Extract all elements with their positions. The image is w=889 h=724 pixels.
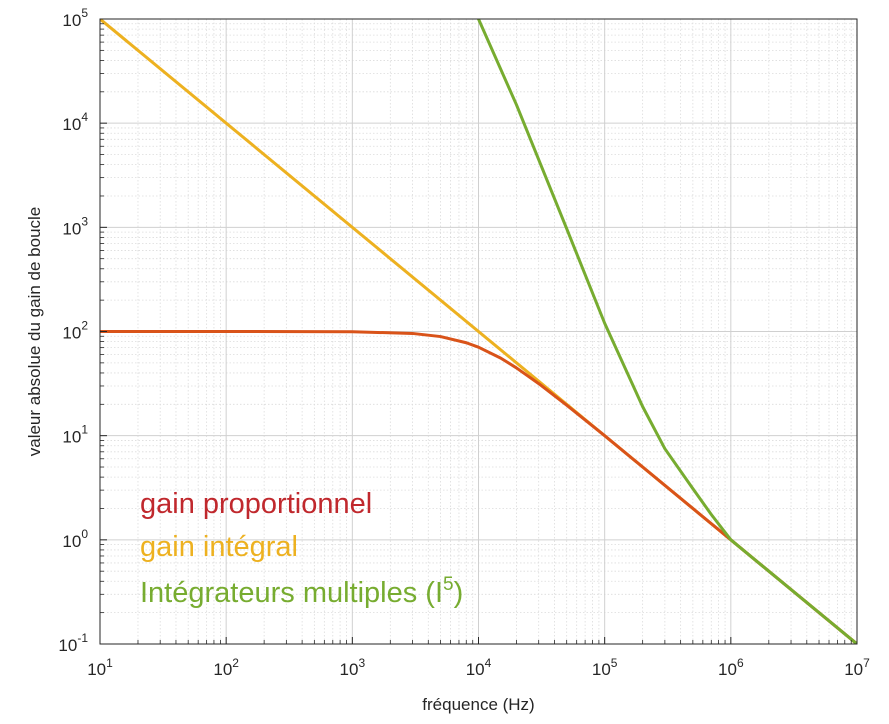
legend-entry-1: gain intégral — [140, 531, 298, 563]
y-tick-label: 104 — [62, 110, 88, 134]
y-tick-label: 10-1 — [58, 631, 88, 655]
y-tick-label: 105 — [62, 6, 88, 30]
series-layer — [100, 19, 857, 644]
series-line-2 — [477, 19, 857, 644]
x-tick-label: 105 — [592, 656, 618, 679]
series-line-0 — [100, 330, 857, 644]
y-tick-label: 101 — [62, 423, 88, 447]
legend: gain proportionnel gain intégral Intégrate… — [140, 488, 463, 609]
x-tick-label: 101 — [87, 656, 113, 679]
legend-entry-0: gain proportionnel — [140, 488, 372, 520]
x-tick-label: 104 — [466, 656, 492, 679]
x-tick-label: 102 — [213, 656, 239, 679]
y-axis-label: valeur absolue du gain de boucle — [25, 207, 44, 457]
x-tick-label: 107 — [844, 656, 870, 679]
x-tick-label: 103 — [340, 656, 366, 679]
x-axis-label: fréquence (Hz) — [422, 695, 534, 714]
x-tick-label: 106 — [718, 656, 744, 679]
x-tick-labels: 101 102 103 104 105 106 107 — [87, 656, 870, 679]
y-tick-label: 102 — [62, 319, 88, 343]
y-tick-label: 100 — [62, 527, 88, 551]
legend-entry-2: Intégrateurs multiples (I5) — [140, 574, 463, 609]
y-tick-labels: 10-1 100 101 102 103 104 105 — [58, 6, 88, 655]
y-tick-label: 103 — [62, 214, 88, 238]
axis-ticks — [99, 18, 858, 645]
